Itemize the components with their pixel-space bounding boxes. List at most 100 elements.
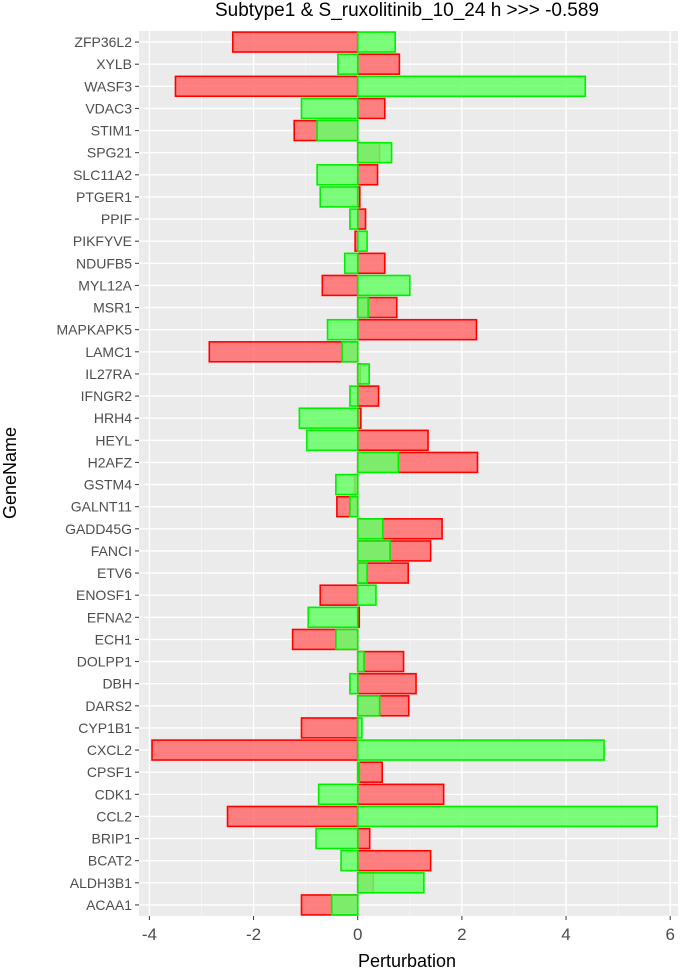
bar-series1-cdk1 (356, 783, 445, 806)
bar-series2-ptger1 (319, 186, 359, 208)
y-tick-label: ACAA1 (86, 897, 132, 913)
x-tick-label: -4 (142, 925, 157, 944)
bar-series2-gadd45g (356, 518, 384, 540)
y-tick-label: BCAT2 (88, 853, 132, 869)
bar-series1-ifngr2 (356, 385, 380, 407)
y-tick-label: MAPKAPK5 (57, 322, 133, 338)
bar-series1-cxcl2 (151, 739, 359, 761)
bar-series2-acaa1 (330, 894, 359, 916)
bar-series1-xylb (356, 53, 401, 75)
bar-series1-ppif (356, 208, 367, 230)
y-tick-label: NDUFB5 (76, 255, 132, 271)
bar-series2-ech1 (335, 628, 359, 651)
y-tick-label: PPIF (101, 211, 132, 227)
y-axis-title: GeneName (0, 427, 20, 519)
y-tick-label: SPG21 (87, 145, 132, 161)
x-tick-label: -2 (246, 925, 261, 944)
bar-series2-spg21 (356, 141, 393, 164)
x-tick-label: 6 (665, 925, 674, 944)
y-tick-label: LAMC1 (85, 344, 132, 360)
y-tick-label: ALDH3B1 (70, 875, 132, 891)
y-tick-label: ENOSF1 (76, 587, 132, 603)
y-tick-label: ETV6 (97, 565, 132, 581)
bar-series2-il27ra (356, 363, 370, 385)
bar-series2-fanci (356, 540, 391, 562)
bar-series2-heyl (305, 429, 359, 452)
bar-series2-myl12a (356, 274, 411, 297)
y-tick-label: DBH (102, 676, 132, 692)
bar-series1-bcat2 (356, 849, 432, 872)
bar-series2-cdk1 (317, 783, 359, 806)
y-tick-label: WASF3 (84, 78, 132, 94)
y-tick-label: PTGER1 (76, 189, 132, 205)
y-tick-label: BRIP1 (92, 831, 133, 847)
y-tick-label: SLC11A2 (73, 167, 132, 183)
y-tick-label: VDAC3 (85, 100, 132, 116)
bar-series1-cpsf1 (356, 761, 384, 783)
bar-series1-zfp36l2 (231, 31, 359, 53)
bar-series2-ppif (349, 208, 359, 230)
y-tick-label: ZFP36L2 (74, 34, 132, 50)
y-tick-label: HRH4 (94, 410, 132, 426)
bar-series2-dars2 (356, 695, 381, 717)
y-tick-label: DOLPP1 (77, 654, 132, 670)
y-tick-label: EFNA2 (87, 609, 132, 625)
y-tick-label: CPSF1 (87, 764, 132, 780)
bar-series2-dolpp1 (356, 650, 365, 673)
bar-series2-vdac3 (300, 97, 359, 120)
bar-series2-ccl2 (356, 805, 658, 828)
bar-series2-msr1 (356, 296, 369, 319)
bar-series2-ifngr2 (349, 385, 359, 407)
y-tick-label: MSR1 (93, 300, 132, 316)
y-tick-label: CDK1 (95, 786, 133, 802)
bar-series2-bcat2 (340, 849, 359, 872)
bar-series2-slc11a2 (316, 164, 359, 186)
x-tick-label: 0 (353, 925, 362, 944)
bar-series2-stim1 (316, 119, 359, 142)
x-axis-ticks: -4 -2 0 2 4 6 (142, 916, 675, 944)
bar-layer (151, 31, 658, 916)
bar-series2-ndufb5 (343, 252, 359, 275)
y-tick-label: CCL2 (96, 808, 132, 824)
y-tick-label: FANCI (91, 543, 132, 559)
bar-series2-pikfyve (356, 230, 368, 252)
y-tick-label: PIKFYVE (73, 233, 132, 249)
bar-series1-enosf1 (319, 584, 359, 606)
y-tick-label: CXCL2 (87, 742, 132, 758)
bar-series2-mapkapk5 (326, 318, 359, 341)
chart-title: Subtype1 & S_ruxolitinib_10_24 h >>> -0.… (215, 0, 599, 21)
bar-series2-cpsf1 (356, 761, 361, 783)
bar-series2-wasf3 (356, 75, 587, 98)
x-axis-title: Perturbation (358, 951, 456, 970)
y-tick-label: GALNT11 (71, 499, 132, 515)
bar-series2-lamc1 (341, 341, 359, 363)
y-tick-label: H2AFZ (88, 454, 133, 470)
bar-series2-hrh4 (298, 407, 359, 429)
bar-series2-gstm4 (335, 473, 359, 496)
bar-series2-xylb (337, 53, 359, 75)
bar-series1-dbh (356, 672, 417, 695)
y-tick-label: CYP1B1 (78, 720, 132, 736)
y-axis-ticks: ZFP36L2 XYLB WASF3 VDAC3 STIM1 SPG21 SLC11A2 PT… (57, 34, 139, 913)
bar-series2-cyp1b1 (356, 717, 363, 739)
bar-series2-h2afz (356, 451, 400, 474)
y-tick-label: XYLB (96, 56, 132, 72)
bar-series2-galnt11 (349, 495, 359, 518)
y-tick-label: GSTM4 (84, 477, 132, 493)
y-tick-label: STIM1 (91, 123, 132, 139)
bar-series1-ndufb5 (356, 252, 386, 275)
y-tick-label: DARS2 (85, 698, 132, 714)
y-tick-label: IFNGR2 (81, 388, 133, 404)
y-tick-label: GADD45G (65, 521, 132, 537)
bar-series2-efna2 (307, 606, 359, 629)
bar-series1-slc11a2 (356, 164, 379, 186)
bar-series2-aldh3b1 (356, 872, 425, 894)
y-tick-label: HEYL (95, 432, 132, 448)
bar-series2-cxcl2 (356, 739, 605, 761)
y-tick-label: ECH1 (95, 631, 133, 647)
bar-series1-wasf3 (174, 75, 359, 98)
bar-series1-mapkapk5 (356, 318, 478, 341)
bar-series2-brip1 (315, 827, 359, 850)
x-tick-label: 4 (561, 925, 570, 944)
